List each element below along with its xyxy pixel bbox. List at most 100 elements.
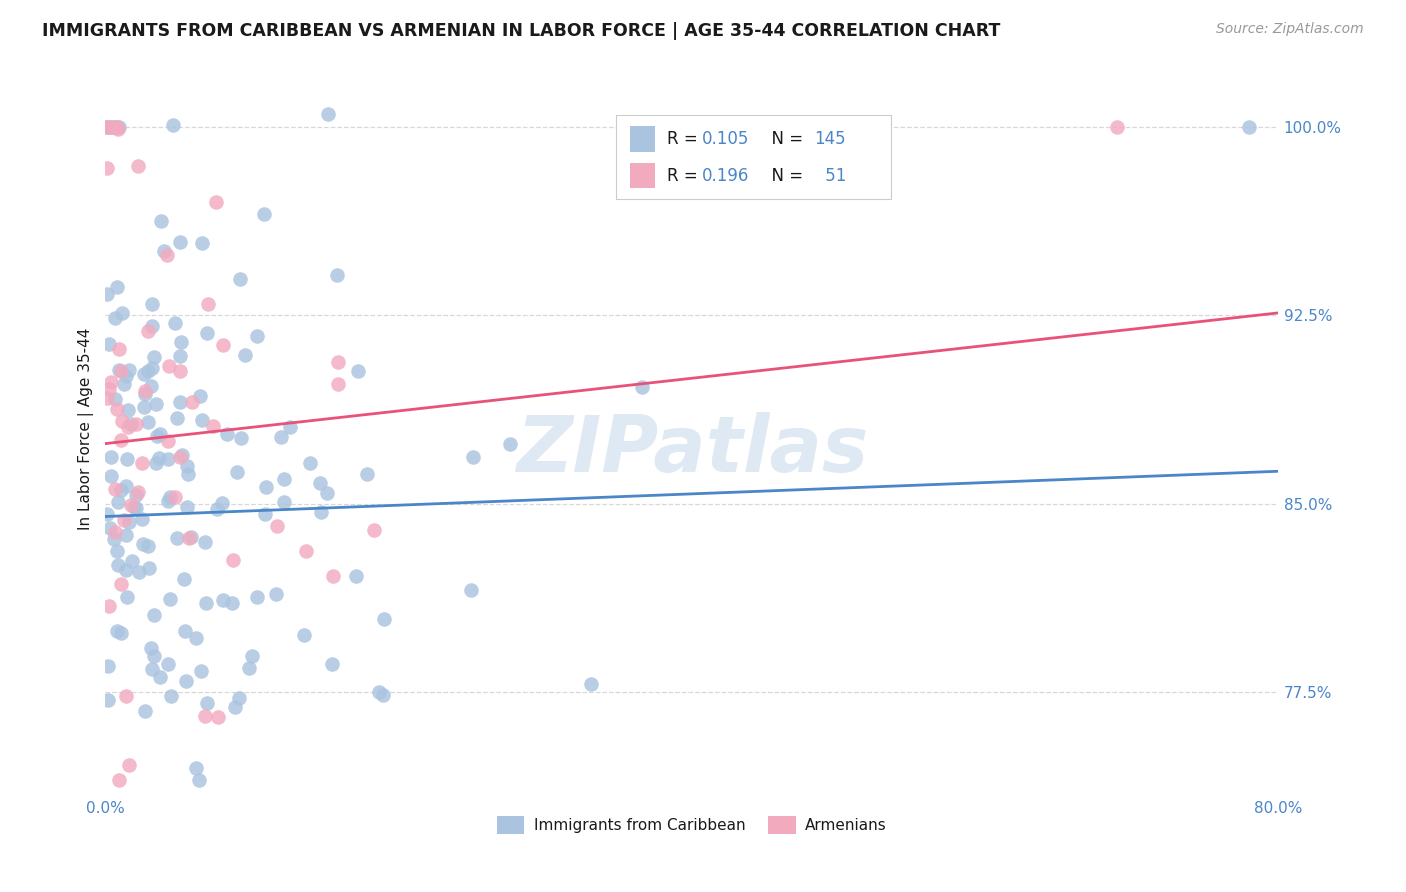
- Point: [138, 324, 160, 338]
- Point: [98, 120, 121, 134]
- Point: [197, 297, 219, 311]
- Point: [156, 434, 179, 449]
- Point: [160, 690, 183, 704]
- Point: [118, 758, 141, 772]
- Point: [292, 627, 315, 641]
- Point: [100, 120, 122, 134]
- Point: [157, 359, 180, 374]
- Point: [322, 569, 344, 583]
- Point: [127, 484, 149, 499]
- Point: [141, 361, 163, 376]
- Point: [156, 657, 179, 671]
- Point: [142, 607, 165, 622]
- Point: [368, 685, 391, 699]
- Point: [125, 417, 148, 431]
- Point: [184, 632, 207, 646]
- Point: [136, 364, 159, 378]
- Point: [107, 120, 129, 134]
- Point: [207, 710, 229, 724]
- Point: [132, 368, 155, 382]
- Point: [98, 521, 121, 535]
- Point: [328, 377, 350, 392]
- Point: [224, 699, 246, 714]
- Point: [499, 436, 522, 450]
- Text: Source: ZipAtlas.com: Source: ZipAtlas.com: [1216, 22, 1364, 37]
- Point: [631, 380, 654, 394]
- Point: [373, 612, 395, 626]
- Point: [156, 494, 179, 508]
- Point: [195, 596, 218, 610]
- Point: [169, 350, 191, 364]
- Point: [97, 383, 120, 397]
- Point: [228, 272, 250, 286]
- Point: [149, 670, 172, 684]
- Point: [347, 364, 370, 378]
- Point: [215, 426, 238, 441]
- Point: [273, 494, 295, 508]
- Point: [165, 316, 187, 330]
- Point: [273, 472, 295, 486]
- Point: [143, 351, 166, 365]
- Point: [145, 396, 167, 410]
- Point: [115, 452, 138, 467]
- Point: [177, 467, 200, 482]
- Text: IMMIGRANTS FROM CARIBBEAN VS ARMENIAN IN LABOR FORCE | AGE 35-44 CORRELATION CHA: IMMIGRANTS FROM CARIBBEAN VS ARMENIAN IN…: [42, 22, 1001, 40]
- Point: [204, 195, 226, 210]
- Point: [121, 554, 143, 568]
- Point: [195, 696, 218, 710]
- Point: [97, 599, 120, 613]
- Point: [194, 709, 217, 723]
- Point: [316, 107, 339, 121]
- Point: [105, 280, 128, 294]
- Point: [316, 485, 339, 500]
- Point: [187, 773, 209, 788]
- Text: 145: 145: [814, 130, 845, 148]
- Point: [148, 451, 170, 466]
- Text: R =: R =: [668, 130, 703, 148]
- Point: [254, 480, 277, 494]
- Point: [112, 377, 135, 392]
- Point: [115, 591, 138, 605]
- Point: [169, 450, 191, 464]
- Point: [211, 496, 233, 510]
- Text: 0.196: 0.196: [703, 167, 749, 185]
- Point: [371, 689, 394, 703]
- Point: [228, 690, 250, 705]
- Point: [141, 378, 163, 392]
- Point: [191, 236, 214, 251]
- Point: [321, 657, 343, 671]
- Point: [100, 450, 122, 465]
- Point: [205, 501, 228, 516]
- Point: [173, 624, 195, 639]
- Point: [240, 648, 263, 663]
- Point: [141, 297, 163, 311]
- Point: [146, 429, 169, 443]
- Point: [298, 456, 321, 470]
- Point: [117, 419, 139, 434]
- Point: [295, 543, 318, 558]
- Point: [264, 587, 287, 601]
- Point: [94, 120, 117, 134]
- Point: [96, 287, 118, 301]
- Point: [363, 523, 385, 537]
- Text: ZIPatlas: ZIPatlas: [516, 412, 868, 489]
- Point: [120, 498, 142, 512]
- Point: [134, 387, 156, 401]
- Point: [149, 427, 172, 442]
- Point: [110, 576, 132, 591]
- Point: [97, 120, 120, 134]
- Bar: [630, 163, 655, 188]
- Point: [238, 661, 260, 675]
- Point: [105, 402, 128, 417]
- Point: [179, 531, 201, 545]
- Point: [270, 430, 292, 444]
- Point: [326, 355, 349, 369]
- Point: [117, 402, 139, 417]
- Point: [156, 248, 179, 262]
- Point: [278, 419, 301, 434]
- Point: [173, 572, 195, 586]
- Point: [125, 488, 148, 502]
- Point: [1237, 120, 1260, 134]
- Point: [96, 507, 118, 521]
- Point: [107, 343, 129, 357]
